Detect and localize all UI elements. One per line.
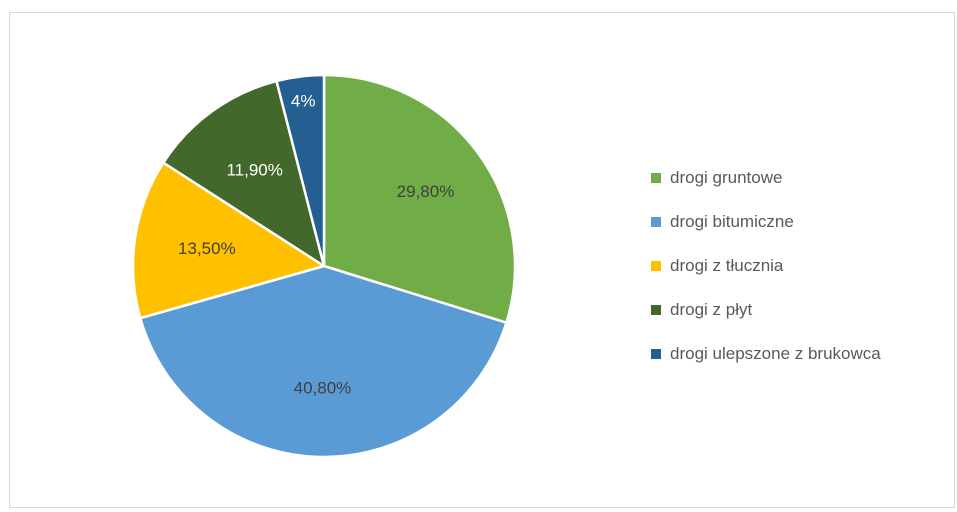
legend-swatch [651,305,661,315]
pie-slice-3 [162,79,326,268]
legend-label: drogi z płyt [670,300,753,319]
legend-swatch [651,261,661,271]
legend-swatch [651,173,661,183]
legend-label: drogi bitumiczne [670,212,794,231]
legend-label: drogi ulepszone z brukowca [670,344,881,363]
legend-item-drogi-z-plyt: drogi z płyt [651,299,951,321]
pie-slice-2 [131,161,326,320]
data-label-4: 4% [291,92,316,111]
pie-slice-0 [322,73,517,324]
legend-label: drogi gruntowe [670,168,783,187]
legend-swatch [651,349,661,359]
legend-label: drogi z tłucznia [670,256,784,275]
legend-item-drogi-z-tlucznia: drogi z tłucznia [651,255,951,277]
legend-item-drogi-ulepszone-z-brukowca: drogi ulepszone z brukowca [651,343,951,365]
data-label-1: 40,80% [294,379,352,398]
pie-slice-1 [139,264,508,459]
data-label-3: 11,90% [226,160,282,179]
legend-item-drogi-bitumiczne: drogi bitumiczne [651,211,951,233]
legend-item-drogi-gruntowe: drogi gruntowe [651,167,951,189]
data-label-2: 13,50% [178,239,236,258]
legend: drogi gruntowe drogi bitumiczne drogi z … [651,167,951,387]
data-label-0: 29,80% [397,182,455,201]
pie-slice-4 [275,73,326,268]
legend-swatch [651,217,661,227]
pie-slices [131,73,517,459]
data-labels: 29,80% 40,80% 13,50% 11,90% 4% [178,92,454,398]
